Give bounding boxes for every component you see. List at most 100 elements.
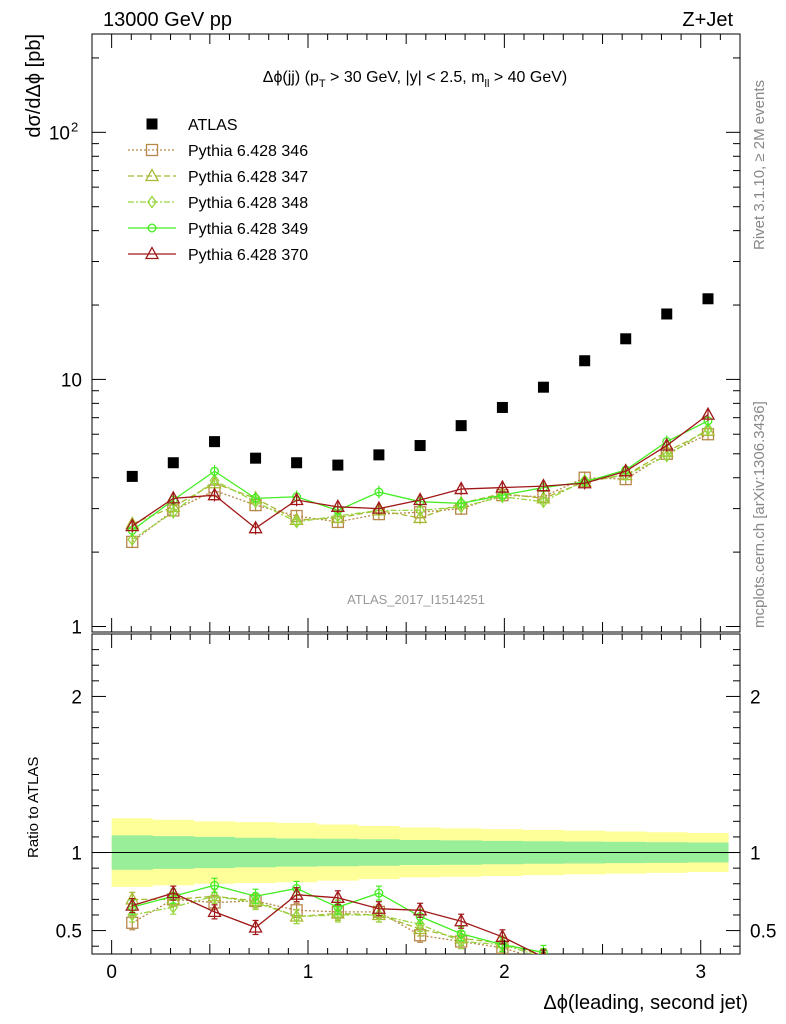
ratio-point (210, 880, 220, 890)
ratio-y-tick-label-right: 1 (750, 844, 761, 865)
ratio-point (291, 909, 302, 924)
atlas-point (209, 436, 221, 448)
data-point (413, 510, 428, 524)
data-point (700, 406, 716, 420)
mcplots-label: mcplots.cern.ch [arXiv:1306.3436] (751, 401, 768, 628)
atlas-point (579, 355, 591, 367)
data-point (166, 490, 181, 504)
ratio-point (456, 929, 466, 939)
legend-marker (144, 246, 160, 260)
data-point (661, 449, 672, 463)
ratio-frame (91, 633, 741, 955)
data-point (125, 518, 140, 532)
legend-item-0: Pythia 6.428 346 (128, 143, 308, 160)
data-point (703, 422, 713, 436)
ratio-point (538, 955, 549, 966)
ratio-point (413, 902, 428, 916)
legend-marker (147, 195, 157, 209)
ratio-y-tick-label-right: 0.5 (750, 922, 776, 943)
atlas-point (537, 381, 549, 393)
data-point (330, 498, 345, 512)
legend-marker (147, 223, 157, 233)
data-point (207, 487, 222, 501)
data-point (456, 498, 466, 508)
ratio-point (374, 888, 384, 898)
atlas-series (126, 293, 714, 482)
data-point (289, 492, 304, 506)
header-left: 13000 GeV pp (103, 9, 232, 31)
data-point (454, 481, 469, 495)
data-point (659, 437, 674, 451)
plot-title: Δϕ(jj) (pT > 30 GeV, |y| < 2.5, mll > 40… (263, 69, 567, 90)
x-tick-label: 3 (695, 962, 706, 983)
data-point (248, 520, 263, 534)
ratio-point (248, 919, 263, 933)
data-point (577, 475, 592, 489)
legend-marker (145, 143, 159, 157)
ratio-point (125, 897, 140, 911)
atlas-point (291, 457, 303, 469)
ratio-point (289, 886, 304, 900)
data-point (209, 473, 220, 488)
y-axis-label: dσ/dΔϕ [pb] (23, 34, 45, 138)
legend-marker (144, 168, 160, 182)
data-point (168, 505, 179, 519)
atlas-point (661, 308, 673, 320)
atlas-point (126, 470, 138, 482)
ratio-y-tick-label-right: 2 (750, 687, 761, 708)
series-4 (125, 406, 716, 535)
ratio-point (168, 900, 179, 914)
y-tick-label: 1 (71, 617, 82, 638)
legend-label: Pythia 6.428 349 (188, 221, 308, 238)
y-tick-label: 10 (61, 370, 82, 391)
ratio-point (207, 903, 222, 918)
legend-item-1: Pythia 6.428 347 (128, 168, 308, 186)
legend-item-atlas: ATLAS (146, 117, 238, 134)
data-point (415, 503, 426, 517)
data-point (371, 500, 386, 514)
data-point (210, 466, 220, 476)
x-axis-label: Δϕ(leading, second jet) (543, 992, 748, 1014)
atlas-point (414, 440, 426, 452)
data-point (251, 493, 261, 503)
y-tick-label-exponent: 2 (71, 119, 78, 134)
ratio-y-tick-label: 0.5 (56, 922, 82, 943)
x-tick-label: 1 (303, 962, 314, 983)
ratio-series-line (132, 895, 536, 954)
legend-label: ATLAS (188, 117, 238, 134)
atlas-point (455, 420, 467, 432)
data-point (374, 487, 384, 497)
ratio-point (456, 934, 467, 949)
legend-marker (146, 118, 158, 130)
ratio-point (166, 885, 181, 899)
legend-label: Pythia 6.428 346 (188, 143, 308, 160)
atlas-point (250, 452, 262, 464)
legend-label: Pythia 6.428 370 (188, 247, 308, 264)
legend-item-4: Pythia 6.428 370 (128, 246, 308, 264)
atlas-point (332, 459, 344, 471)
ratio-point (495, 928, 510, 942)
legend-item-3: Pythia 6.428 349 (128, 221, 308, 238)
x-tick-label: 0 (106, 962, 117, 983)
ratio-point (413, 921, 428, 935)
y-tick-label: 10 (49, 123, 70, 144)
ratio-y-tick-label: 2 (71, 687, 82, 708)
ratio-y-tick-label: 1 (71, 844, 82, 865)
data-point (127, 532, 138, 547)
rivet-label: Rivet 3.1.10, ≥ 2M events (751, 80, 768, 250)
analysis-watermark: ATLAS_2017_I1514251 (347, 592, 485, 607)
atlas-point (620, 333, 632, 345)
ratio-point (415, 917, 426, 931)
atlas-point (496, 401, 508, 413)
ratio-point (371, 900, 386, 914)
data-point (413, 492, 428, 506)
atlas-point (702, 293, 714, 305)
legend-label: Pythia 6.428 348 (188, 195, 308, 212)
data-point (618, 463, 633, 477)
data-point (536, 478, 551, 492)
legend-item-2: Pythia 6.428 348 (128, 195, 308, 212)
ratio-point (209, 889, 220, 903)
ratio-series-4 (125, 885, 547, 954)
data-point (250, 495, 261, 509)
